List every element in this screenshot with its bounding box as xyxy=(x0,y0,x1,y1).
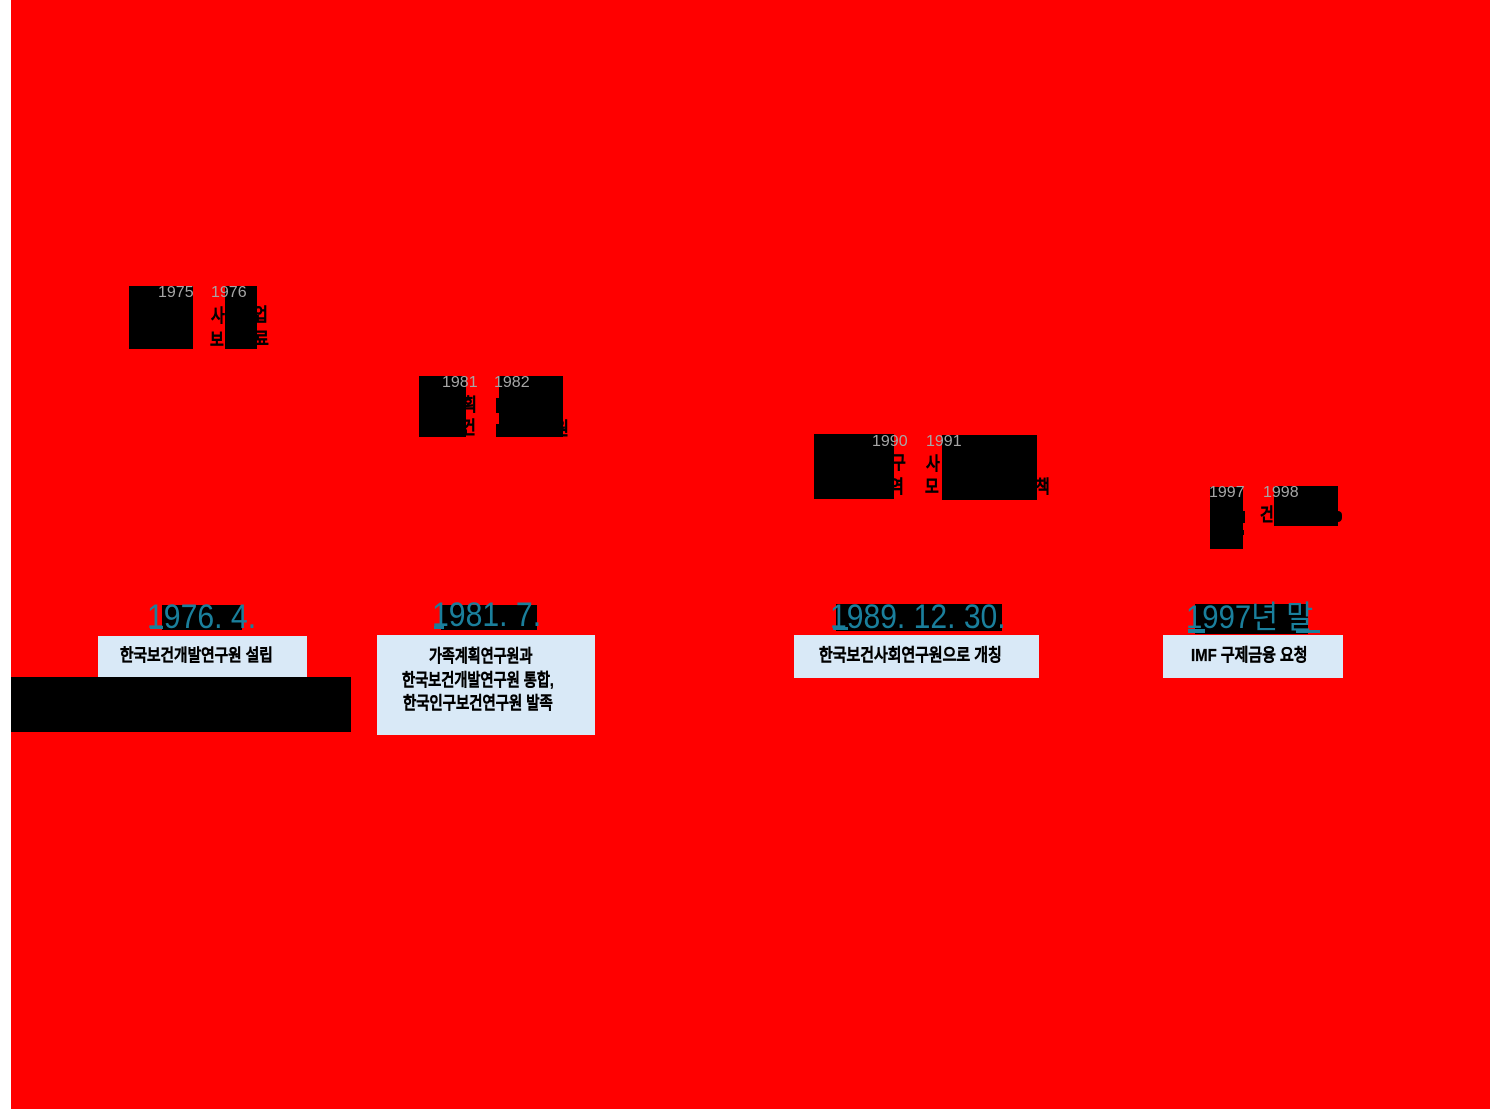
photo-year-label: 1998 xyxy=(1263,484,1299,502)
date-underline xyxy=(149,625,163,629)
date-underline xyxy=(434,625,444,629)
caption-line: 가족계획연구원과 xyxy=(428,645,532,666)
photo-year-label: 1981 xyxy=(442,374,478,392)
photo-year-label: 1997 xyxy=(1209,484,1245,502)
photo-year-label: 1975 xyxy=(158,284,194,302)
covered-caption-fragment: 료 xyxy=(255,329,269,350)
covered-text-sliver xyxy=(1242,530,1244,535)
photo-placeholder xyxy=(814,434,894,499)
photo-placeholder xyxy=(1210,487,1243,549)
date-underline xyxy=(1188,629,1205,633)
photo-placeholder xyxy=(419,376,466,437)
date-underline xyxy=(1295,629,1320,633)
photo-year-label: 1982 xyxy=(494,374,530,392)
photo-year-label: 1976 xyxy=(211,284,247,302)
event-caption-box xyxy=(377,635,595,735)
event-date-link[interactable]: 1981. 7. xyxy=(431,595,541,634)
event-date-link[interactable]: 1976. 4. xyxy=(147,597,257,636)
covered-text-sliver xyxy=(1338,511,1342,522)
covered-caption-fragment: 보 xyxy=(210,330,224,351)
covered-caption-fragment: 구 xyxy=(892,453,906,474)
slide-canvas: 1975 1976 1981 1982 1990 1991 1997 1998 … xyxy=(10,0,1490,1109)
event-date-link[interactable]: 1997년 말 xyxy=(1186,598,1314,635)
photo-placeholder xyxy=(499,376,563,437)
event-caption-box xyxy=(98,635,307,677)
photo-placeholder-large xyxy=(11,677,351,732)
covered-caption-fragment: 사 xyxy=(926,454,940,475)
date-underline xyxy=(832,626,848,630)
photo-placeholder xyxy=(1274,486,1338,526)
caption-line: 한국보건개발연구원 설립 xyxy=(120,644,273,665)
event-caption-box xyxy=(1162,635,1343,678)
caption-line: 한국보건개발연구원 통합, xyxy=(402,669,555,690)
covered-caption-fragment: 모 xyxy=(925,477,939,498)
event-caption-box xyxy=(794,635,1039,678)
covered-text-sliver xyxy=(1242,511,1245,523)
covered-text-sliver xyxy=(496,397,500,413)
caption-line: IMF 구제금융 요청 xyxy=(1191,645,1308,666)
covered-caption-fragment: 건 xyxy=(1260,505,1274,526)
caption-line: 한국인구보건연구원 발족 xyxy=(402,693,553,713)
covered-caption-fragment: 획 xyxy=(463,395,477,416)
covered-caption-fragment: 책 xyxy=(1036,477,1050,498)
covered-caption-fragment: 업 xyxy=(254,305,268,326)
photo-placeholder xyxy=(225,286,257,349)
caption-line: 한국보건사회연구원으로 개칭 xyxy=(819,645,1002,666)
covered-caption-fragment: 사 xyxy=(211,306,225,327)
photo-year-label: 1990 xyxy=(872,433,908,451)
covered-text-sliver xyxy=(495,423,500,437)
event-date-link[interactable]: 1989. 12. 30. xyxy=(830,597,1006,636)
date-highlight-box xyxy=(440,604,537,630)
photo-placeholder xyxy=(942,435,1037,500)
photo-placeholder xyxy=(129,286,193,349)
date-highlight-box xyxy=(162,605,242,630)
date-highlight-box xyxy=(1195,603,1308,634)
photo-year-label: 1991 xyxy=(926,433,962,451)
date-highlight-box xyxy=(836,604,1002,631)
